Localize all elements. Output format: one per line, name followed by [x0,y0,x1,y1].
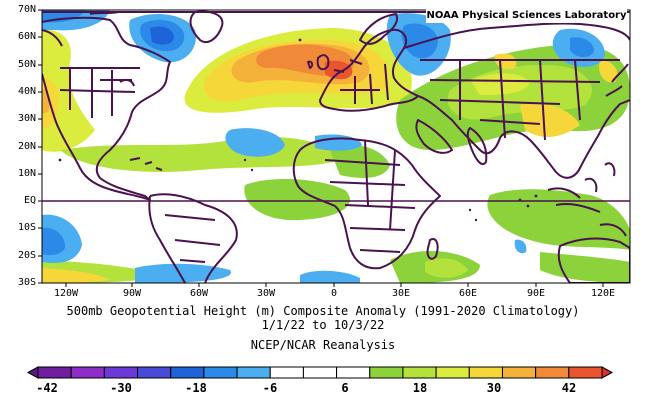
colorbar-label: 6 [341,381,349,395]
colorbar-label: 42 [561,381,577,395]
colorbar-segment [468,366,503,379]
title-line-2: 1/1/22 to 10/3/22 [261,318,385,332]
lat-label-70n: 70N [17,4,36,15]
colorbar-segment [302,366,338,379]
colorbar-segment [369,366,404,379]
colorbar-segment [203,366,238,379]
colorbar-segment [501,366,537,379]
colorbar-label: 30 [486,381,502,395]
colorbar-label: -42 [36,381,58,395]
lon-label-60e: 60E [458,288,478,299]
colorbar-segment [170,366,205,379]
anomaly-field [42,10,630,283]
lon-label-60w: 60W [189,288,209,299]
lat-label-30n: 30N [17,113,36,124]
colorbar-right-arrow [601,366,614,379]
colorbar-segment [535,366,570,379]
lat-label-40n: 40N [17,86,36,97]
lat-label-30s: 30S [17,277,36,288]
colorbar-label: -18 [185,381,207,395]
lon-label-120w: 120W [53,288,79,299]
colorbar-segment [435,366,470,379]
axis-ticks [38,9,604,287]
islands [58,38,538,222]
title-line-1: 500mb Geopotential Height (m) Composite … [66,304,580,318]
colorbar-segment [103,366,139,379]
colorbar-segment [402,366,437,379]
colorbar-segment [70,366,105,379]
lon-label-120e: 120E [590,288,616,299]
lat-label-10s: 10S [17,222,36,233]
colorbar-label: 18 [412,381,428,395]
coastlines [42,10,630,283]
colorbar-segment [336,366,371,379]
lat-label-50n: 50N [17,59,36,70]
colorbar [26,366,614,379]
lon-label-90e: 90E [526,288,546,299]
lon-label-30e: 30E [391,288,411,299]
lat-label-20n: 20N [17,141,36,152]
lon-label-30w: 30W [256,288,276,299]
colorbar-segment [236,366,271,379]
colorbar-label: -30 [110,381,132,395]
colorbar-segment [37,366,72,379]
lat-label-20s: 20S [17,250,36,261]
colorbar-segment [568,366,603,379]
colorbar-left-arrow [26,366,39,379]
lat-label-10n: 10N [17,168,36,179]
lon-label-0: 0 [330,288,338,299]
lon-label-90w: 90W [122,288,142,299]
colorbar-label: -6 [262,381,278,395]
lat-label-60n: 60N [17,31,36,42]
lat-label-eq: EQ [23,195,36,206]
credit-label: NOAA Physical Sciences Laboratory [426,9,627,23]
colorbar-segment [269,366,304,379]
colorbar-segment [137,366,172,379]
title-line-3: NCEP/NCAR Reanalysis [250,338,396,352]
